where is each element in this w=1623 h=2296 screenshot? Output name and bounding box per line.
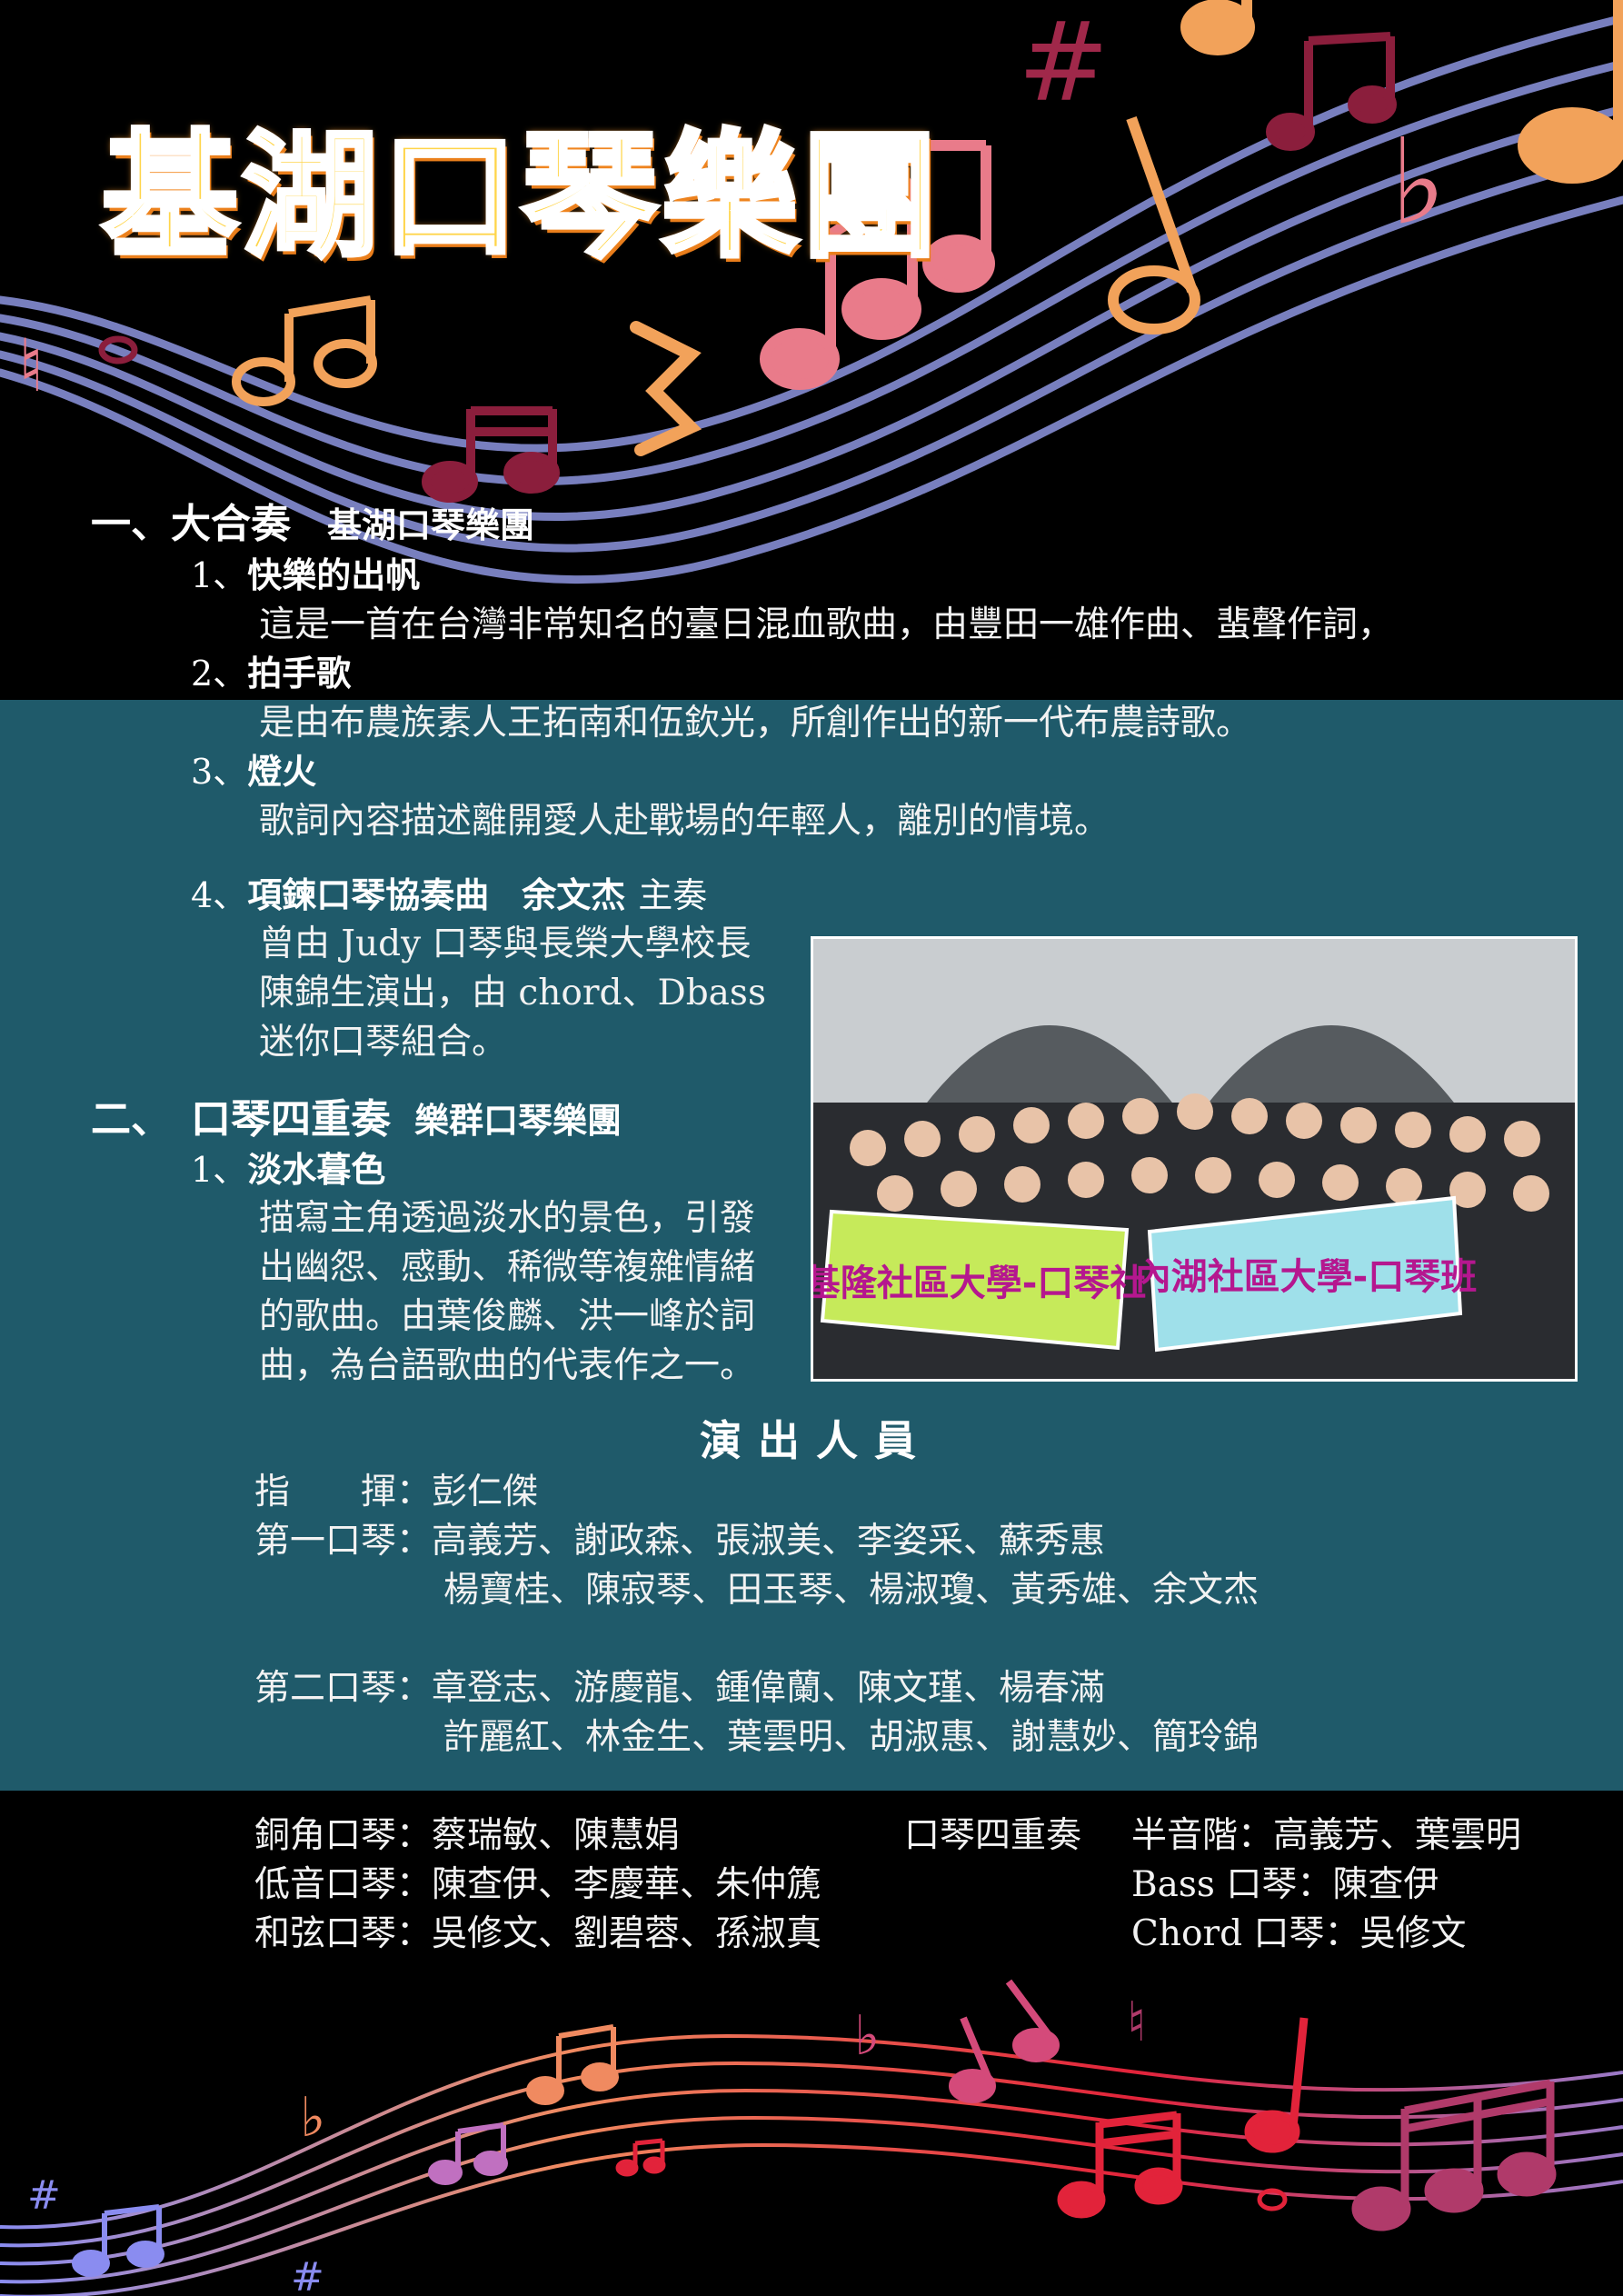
chord-harmonica-row: 和弦口琴：吳修文、劉碧蓉、孫淑真	[254, 1913, 822, 1954]
svg-text:♮: ♮	[1127, 1991, 1146, 2054]
quartet-bass-row: Bass 口琴：陳查伊	[1131, 1864, 1439, 1905]
first-harmonica-row-2: 楊寶桂、陳寂琴、田玉琴、楊淑瓊、黃秀雄、余文杰	[443, 1570, 1260, 1611]
section1-heading: 一、大合奏 基湖口琴樂團	[91, 504, 534, 544]
quartet-chord-row: Chord 口琴：吳修文	[1131, 1913, 1467, 1954]
svg-text:#: #	[1018, 0, 1110, 126]
second-harmonica-row-2: 許麗紅、林金生、葉雲明、胡淑惠、謝慧妙、簡玲錦	[443, 1717, 1260, 1758]
conductor-row: 指 揮：彭仁傑	[254, 1472, 539, 1512]
music-notes: # ♭ ♮	[18, 0, 1623, 503]
banner-left: 基隆社區大學-口琴社	[813, 1209, 1146, 1351]
section1-item4-desc: 曾由 Judy 口琴與長榮大學校長 陳錦生演出，由 chord、Dbass 迷你…	[259, 923, 766, 1063]
section1-number-label: 一、大合奏	[91, 501, 291, 547]
section1-item3-title: 3、燈火	[191, 751, 317, 792]
section1-performer: 基湖口琴樂團	[327, 504, 535, 545]
section1-item1-title: 1、快樂的出帆	[191, 554, 421, 595]
section2-number-label: 二、	[91, 1096, 171, 1143]
bass-harmonica-row: 低音口琴：陳查伊、李慶華、朱仲篪	[254, 1864, 822, 1905]
section1-item2-desc: 是由布農族素人王拓南和伍欽光，所創作出的新一代布農詩歌。	[259, 703, 1252, 744]
horn-harmonica-row: 銅角口琴：蔡瑞敏、陳慧娟	[254, 1815, 681, 1856]
svg-text:#: #	[291, 2254, 324, 2296]
bottom-music-notes: ♭ ♭ ♮ # #	[27, 1979, 1557, 2296]
page-title: 基湖口琴樂團	[99, 116, 942, 279]
svg-text:#: #	[27, 2172, 61, 2219]
section2-item1-desc: 描寫主角透過淡水的景色，引發 出幽怨、感動、稀微等複雜情緒 的歌曲。由葉俊麟、洪…	[259, 1198, 756, 1386]
section2-item1-title: 1、淡水暮色	[191, 1149, 386, 1190]
banner-right: 內湖社區大學-口琴班	[1135, 1195, 1478, 1353]
top-music-staff-decoration: # ♭ ♮	[0, 0, 1623, 584]
group-photo: 基隆社區大學-口琴社 內湖社區大學-口琴班	[811, 936, 1578, 1382]
svg-text:♭: ♭	[300, 2086, 325, 2150]
svg-text:♮: ♮	[18, 324, 45, 408]
quartet-chromatic-row: 半音階：高義芳、葉雲明	[1131, 1815, 1522, 1856]
bottom-music-staff-decoration: ♭ ♭ ♮ # #	[0, 1979, 1623, 2296]
first-harmonica-row: 第一口琴：高義芳、謝政森、張淑美、李姿采、蘇秀惠	[254, 1521, 1106, 1562]
banner-right-text: 內湖社區大學-口琴班	[1135, 1256, 1478, 1298]
second-harmonica-row: 第二口琴：章登志、游慶龍、鍾偉蘭、陳文瑾、楊春滿	[254, 1668, 1106, 1709]
section1-item1-desc: 這是一首在台灣非常知名的臺日混血歌曲，由豐田一雄作曲、蜚聲作詞，	[259, 604, 1394, 645]
section1-item2-title: 2、拍手歌	[191, 653, 352, 694]
banner-left-text: 基隆社區大學-口琴社	[813, 1263, 1146, 1304]
section2-performer: 樂群口琴樂團	[414, 1100, 622, 1141]
section1-item3-desc: 歌詞內容描述離開愛人赴戰場的年輕人，離別的情境。	[259, 801, 1110, 842]
svg-text:♭: ♭	[1390, 113, 1446, 251]
section2-heading: 二、 口琴四重奏 樂群口琴樂團	[91, 1096, 622, 1143]
quartet-label: 口琴四重奏	[904, 1815, 1082, 1856]
group-photo-illustration: 基隆社區大學-口琴社 內湖社區大學-口琴班	[813, 939, 1575, 1379]
section1-item4-title: 4、項鍊口琴協奏曲 余文杰 主奏	[191, 874, 708, 915]
performers-title: 演出人員	[700, 1416, 932, 1465]
svg-text:♭: ♭	[854, 2004, 880, 2068]
